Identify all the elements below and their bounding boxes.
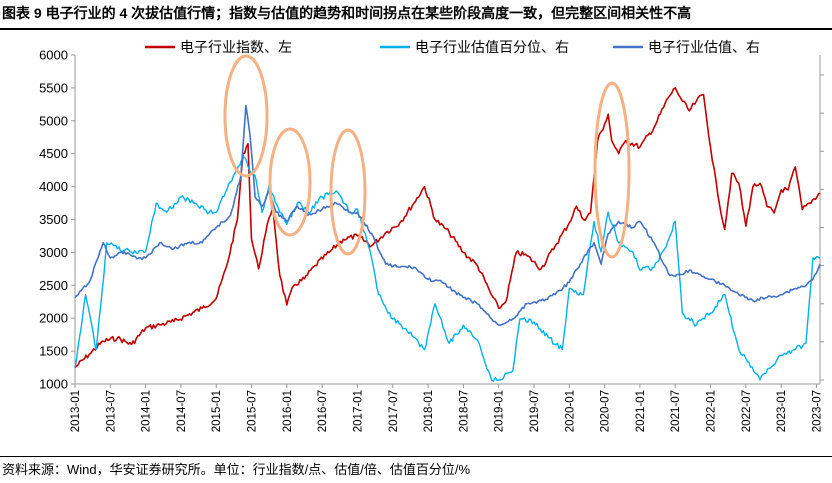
x-tick-label: 2017-07 bbox=[388, 390, 400, 432]
bottom-rule bbox=[0, 456, 832, 457]
legend-label: 电子行业估值、右 bbox=[648, 39, 760, 55]
y-tick-label: 5000 bbox=[39, 113, 68, 128]
series-line-percentile bbox=[74, 156, 821, 382]
x-tick-label: 2020-01 bbox=[564, 390, 576, 432]
y-tick-label: 2500 bbox=[39, 278, 68, 293]
x-tick-label: 2014-01 bbox=[141, 390, 153, 432]
x-tick-label: 2015-07 bbox=[247, 390, 259, 432]
x-tick-label: 2018-01 bbox=[423, 390, 435, 432]
x-tick-label: 2019-01 bbox=[494, 390, 506, 432]
highlight-ellipse bbox=[223, 54, 269, 178]
y-tick-label: 4500 bbox=[39, 146, 68, 161]
y-tick-label: 6000 bbox=[39, 48, 68, 63]
source-note: 资料来源：Wind，华安证券研究所。单位：行业指数/点、估值/倍、估值百分位/% bbox=[2, 462, 471, 477]
y-tick-label: 4000 bbox=[39, 179, 68, 194]
x-tick-label: 2022-07 bbox=[741, 390, 753, 432]
y-tick-label: 2000 bbox=[39, 311, 68, 326]
x-tick-label: 2013-01 bbox=[70, 390, 82, 432]
highlight-ellipse bbox=[268, 127, 312, 237]
x-tick-label: 2020-07 bbox=[600, 390, 612, 432]
y-tick-label: 3500 bbox=[39, 212, 68, 227]
line-chart: 1000 1500 2000 2500 3000 3500 4000 4500 5000 5500… bbox=[39, 39, 824, 432]
x-tick-label: 2019-07 bbox=[529, 390, 541, 432]
x-tick-label: 2014-07 bbox=[176, 390, 188, 432]
title-rule bbox=[0, 28, 832, 30]
x-tick-label: 2016-07 bbox=[317, 390, 329, 432]
legend-label: 电子行业估值百分位、右 bbox=[415, 39, 569, 55]
x-tick-label: 2015-01 bbox=[211, 390, 223, 432]
y-tick-label: 3000 bbox=[39, 245, 68, 260]
y-tick-label: 5500 bbox=[39, 80, 68, 95]
x-tick-label: 2021-07 bbox=[670, 390, 682, 432]
x-tick-label: 2017-01 bbox=[352, 390, 364, 432]
x-tick-label: 2023-07 bbox=[811, 390, 823, 432]
x-tick-label: 2013-07 bbox=[105, 390, 117, 432]
x-tick-label: 2021-01 bbox=[635, 390, 647, 432]
figure-title: 图表 9 电子行业的 4 次拔估值行情；指数与估值的趋势和时间拐点在某些阶段高度… bbox=[2, 5, 692, 21]
x-tick-label: 2016-01 bbox=[282, 390, 294, 432]
x-tick-label: 2018-07 bbox=[458, 390, 470, 432]
x-tick-label: 2022-01 bbox=[706, 390, 718, 432]
highlight-ellipse bbox=[329, 128, 367, 256]
y-tick-label: 1500 bbox=[39, 344, 68, 359]
y-tick-label: 1000 bbox=[39, 377, 68, 392]
legend-label: 电子行业指数、左 bbox=[180, 39, 292, 55]
series-line-index bbox=[74, 87, 821, 369]
series-line-valuation bbox=[74, 104, 821, 326]
highlight-ellipse bbox=[593, 81, 631, 259]
x-tick-label: 2023-01 bbox=[776, 390, 788, 432]
